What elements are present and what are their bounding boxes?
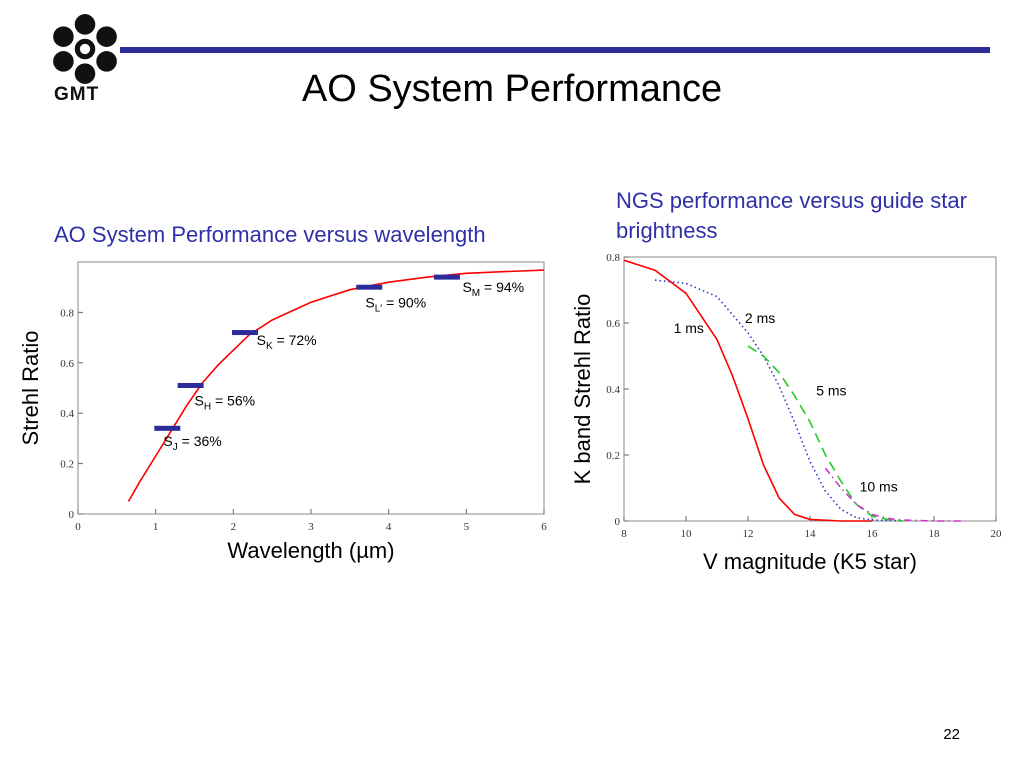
strehl-label-M: SM = 94%	[462, 279, 524, 299]
left-chart-caption: AO System Performance versus wavelength	[54, 222, 486, 247]
series-line-2-ms	[654, 279, 904, 522]
strehl-label-K: SK = 72%	[257, 332, 317, 352]
strehl-marker-K	[231, 330, 258, 336]
y-tick-label: 0.4	[606, 384, 620, 396]
y-tick-label: 0.2	[606, 450, 620, 462]
x-tick-label: 12	[743, 528, 754, 540]
y-tick-label: 0.6	[606, 318, 620, 330]
x-tick-label: 16	[867, 528, 879, 540]
logo-text: GMT	[54, 84, 100, 105]
series-line-0	[127, 269, 545, 502]
x-tick-label: 2	[231, 521, 237, 533]
y-tick-label: 0.8	[606, 252, 620, 264]
series-label: 10 ms	[860, 478, 898, 494]
series-line-5-ms	[747, 345, 904, 522]
header-rule	[120, 47, 990, 53]
strehl-label-Lp: SL' = 90%	[365, 294, 426, 314]
y-axis-label: Strehl Ratio	[18, 331, 43, 446]
x-tick-label: 4	[386, 521, 392, 533]
series-label: 1 ms	[674, 320, 704, 336]
strehl-marker-H	[177, 382, 204, 388]
y-tick-label: 0.8	[60, 307, 74, 319]
x-tick-label: 1	[153, 521, 159, 533]
plot-frame	[77, 261, 545, 515]
series-label: 2 ms	[745, 310, 775, 326]
right-chart-caption: NGS performance versus guide star bright…	[616, 188, 967, 243]
series-label: 5 ms	[816, 383, 846, 399]
x-tick-label: 10	[681, 528, 693, 540]
page-number: 22	[943, 726, 960, 743]
strehl-marker-M	[433, 274, 460, 280]
y-axis-label: K band Strehl Ratio	[570, 294, 595, 485]
series-line-1-ms	[623, 259, 872, 522]
x-tick-label: 20	[991, 528, 1003, 540]
strehl-marker-J	[154, 425, 181, 431]
y-tick-label: 0.2	[60, 459, 74, 471]
x-tick-label: 3	[308, 521, 314, 533]
y-tick-label: 0.6	[60, 358, 74, 370]
y-tick-label: 0	[69, 509, 75, 521]
x-tick-label: 8	[621, 528, 627, 540]
x-tick-label: 14	[805, 528, 817, 540]
plot-frame	[623, 256, 997, 522]
x-tick-label: 5	[464, 521, 470, 533]
strehl-label-H: SH = 56%	[195, 393, 256, 413]
strehl-label-J: SJ = 36%	[163, 433, 221, 453]
x-tick-label: 18	[929, 528, 941, 540]
y-tick-label: 0	[615, 516, 621, 528]
series-line-10-ms	[824, 467, 965, 522]
x-tick-label: 6	[541, 521, 547, 533]
x-axis-label: V magnitude (K5 star)	[703, 549, 917, 574]
y-tick-label: 0.4	[60, 408, 74, 420]
gmt-logo	[53, 14, 117, 84]
x-tick-label: 0	[75, 521, 81, 533]
strehl-marker-Lp	[356, 284, 383, 290]
slide-title: AO System Performance	[301, 68, 723, 110]
x-axis-label: Wavelength (µm)	[227, 538, 394, 563]
